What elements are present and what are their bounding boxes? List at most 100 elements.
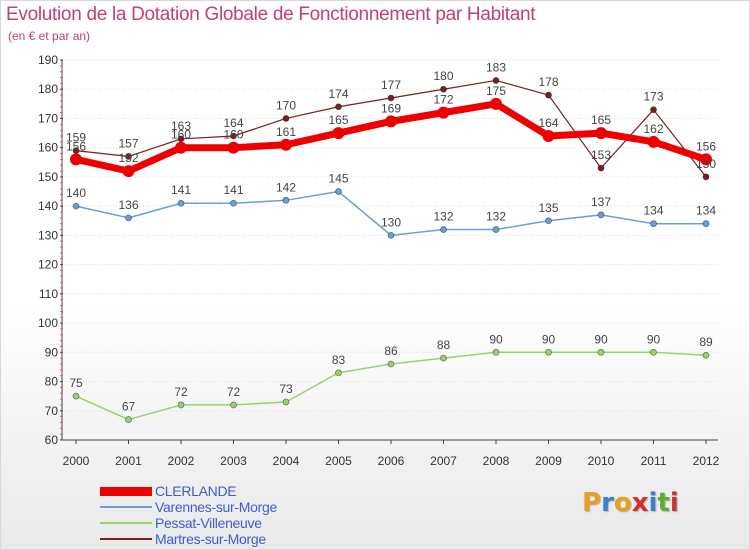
data-label-2: 90 (489, 332, 503, 346)
data-point-2 (72, 392, 80, 400)
data-point-3 (440, 85, 447, 93)
data-label-2: 90 (594, 332, 608, 346)
data-point-0 (437, 106, 450, 119)
y-tick-label: 60 (45, 433, 59, 447)
y-tick-label: 80 (45, 375, 59, 389)
data-point-0 (70, 153, 82, 166)
x-tick-label: 2012 (693, 454, 720, 468)
data-label-3: 177 (381, 78, 401, 92)
data-label-1: 145 (328, 172, 348, 186)
data-point-2 (230, 401, 237, 409)
data-label-0: 160 (223, 128, 243, 142)
data-point-1 (702, 220, 710, 228)
data-label-3: 163 (171, 119, 191, 133)
data-point-1 (335, 188, 342, 195)
data-label-1: 132 (433, 210, 453, 224)
legend: CLERLANDE Varennes-sur-Morge Pessat-Vill… (100, 483, 400, 548)
legend-item-varennes: Varennes-sur-Morge (100, 499, 400, 516)
data-point-2 (177, 401, 185, 409)
data-label-3: 150 (696, 157, 716, 171)
data-label-2: 88 (437, 338, 451, 352)
data-label-2: 72 (174, 385, 188, 399)
data-label-1: 141 (171, 183, 191, 197)
x-tick-label: 2009 (535, 454, 562, 468)
data-label-3: 170 (276, 98, 296, 112)
data-point-1 (650, 220, 657, 228)
data-point-2 (335, 369, 342, 377)
legend-item-martres: Martres-sur-Morge (100, 531, 400, 548)
data-label-0: 169 (381, 101, 401, 115)
data-point-0 (595, 127, 607, 140)
data-label-3: 157 (118, 136, 138, 150)
legend-item-pessat: Pessat-Villeneuve (100, 515, 400, 532)
data-point-2 (650, 348, 657, 356)
data-point-2 (597, 348, 605, 356)
data-label-2: 72 (227, 385, 241, 399)
data-point-0 (700, 153, 712, 166)
data-point-2 (545, 348, 552, 356)
logo-letter: i (669, 488, 679, 518)
legend-label-clerlande: CLERLANDE (155, 483, 237, 499)
y-tick-label: 130 (38, 228, 58, 242)
y-tick-label: 110 (39, 287, 58, 301)
data-label-3: 180 (433, 69, 453, 83)
data-point-3 (702, 173, 710, 181)
data-point-2 (492, 348, 500, 356)
legend-swatch-varennes (100, 506, 152, 508)
data-label-2: 86 (384, 344, 398, 358)
data-point-3 (230, 132, 237, 140)
data-label-1: 136 (118, 198, 138, 212)
logo-letter: x (631, 488, 649, 518)
x-tick-label: 2005 (325, 454, 352, 468)
data-point-2 (282, 398, 290, 406)
data-point-2 (387, 360, 395, 368)
data-label-0: 164 (538, 116, 558, 130)
data-label-2: 73 (279, 382, 293, 396)
data-point-1 (597, 211, 605, 219)
data-point-1 (72, 202, 80, 210)
data-label-1: 130 (381, 215, 401, 229)
logo-letter: t (657, 488, 670, 518)
data-label-2: 83 (332, 353, 346, 367)
data-point-2 (702, 351, 710, 359)
data-label-1: 132 (486, 210, 506, 224)
data-point-3 (335, 103, 342, 111)
y-tick-label: 190 (38, 53, 58, 67)
y-tick-label: 140 (38, 199, 58, 213)
chart-subtitle: (en € et par an) (8, 29, 91, 43)
x-tick-label: 2010 (588, 454, 615, 468)
data-label-0: 175 (486, 84, 506, 98)
data-point-1 (177, 199, 185, 207)
data-label-2: 89 (699, 335, 713, 349)
data-point-0 (332, 127, 345, 140)
data-point-2 (440, 354, 447, 362)
y-tick-label: 160 (38, 141, 58, 155)
y-tick-label: 180 (38, 82, 58, 96)
data-point-0 (122, 165, 135, 178)
x-tick-label: 2006 (378, 454, 405, 468)
data-point-1 (282, 196, 290, 204)
data-label-3: 173 (643, 90, 663, 104)
data-label-0: 172 (433, 93, 453, 107)
data-label-0: 156 (696, 139, 716, 153)
y-tick-label: 170 (38, 111, 58, 125)
data-point-0 (227, 141, 240, 154)
data-label-1: 137 (591, 195, 611, 209)
data-point-3 (282, 115, 290, 122)
data-point-3 (387, 94, 395, 102)
data-point-3 (125, 153, 132, 160)
data-point-3 (597, 164, 605, 172)
data-label-1: 142 (276, 180, 296, 194)
data-label-2: 75 (69, 376, 83, 390)
data-label-0: 162 (643, 122, 663, 136)
data-label-1: 141 (223, 183, 243, 197)
data-point-3 (492, 77, 500, 84)
data-label-3: 183 (486, 60, 506, 74)
data-label-0: 152 (118, 151, 138, 165)
y-tick-label: 100 (38, 316, 58, 330)
x-tick-label: 2000 (63, 454, 90, 468)
data-label-0: 165 (591, 113, 611, 127)
data-point-0 (385, 115, 397, 128)
data-point-1 (387, 231, 395, 239)
proxiti-logo: Proxiti (582, 488, 679, 518)
